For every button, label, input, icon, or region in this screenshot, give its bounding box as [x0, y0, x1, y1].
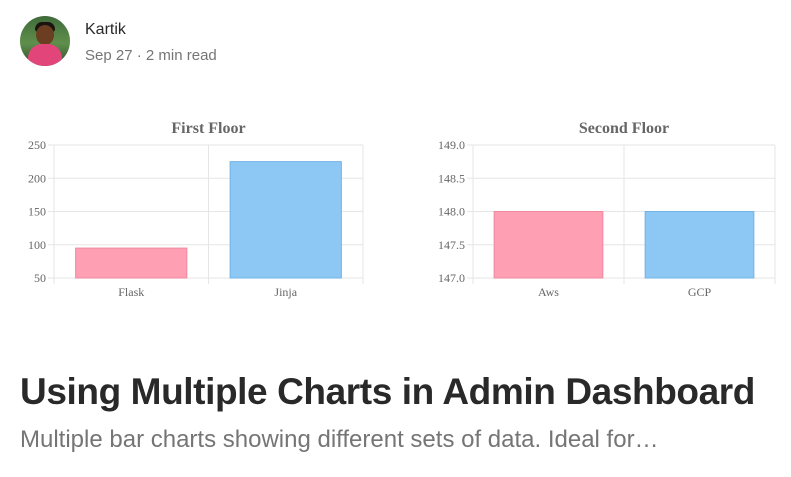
y-tick-label: 147.0 [438, 271, 465, 285]
bar-aws [493, 211, 604, 279]
post-meta: Sep 27 · 2 min read [85, 46, 217, 66]
y-tick-label: 147.5 [438, 238, 465, 252]
bar-flask [75, 247, 188, 279]
x-tick-label: Flask [118, 285, 144, 299]
read-time: 2 min read [145, 47, 217, 64]
article-subtitle[interactable]: Multiple bar charts showing different se… [20, 426, 659, 453]
y-tick-label: 149.0 [438, 138, 465, 152]
article-preview-image[interactable]: First Floor 50 100 150 200 250 Flask Jinja Secon… [0, 100, 791, 320]
avatar[interactable] [20, 16, 70, 66]
y-tick-label: 250 [28, 138, 46, 152]
y-tick-label: 50 [34, 271, 46, 285]
x-tick-label: GCP [688, 285, 712, 299]
x-tick-label: Jinja [274, 285, 297, 299]
y-tick-label: 200 [28, 171, 46, 185]
author-name[interactable]: Kartik [85, 21, 126, 38]
author-info: Kartik Sep 27 · 2 min read [85, 20, 217, 66]
post-date: Sep 27 [85, 47, 133, 64]
meta-separator: · [136, 47, 142, 64]
y-tick-label: 148.0 [438, 205, 465, 219]
article-title[interactable]: Using Multiple Charts in Admin Dashboard [20, 371, 756, 412]
chart-first-floor-title: First Floor [171, 120, 245, 137]
bar-jinja [229, 161, 342, 279]
bar-gcp [644, 211, 755, 279]
y-tick-label: 148.5 [438, 171, 465, 185]
x-tick-label: Aws [538, 285, 559, 299]
bar-charts: First Floor 50 100 150 200 250 Flask Jinja Secon… [28, 120, 776, 299]
y-tick-label: 150 [28, 205, 46, 219]
chart-second-floor-title: Second Floor [579, 120, 669, 137]
y-tick-label: 100 [28, 238, 46, 252]
author-block: Kartik Sep 27 · 2 min read [20, 16, 217, 66]
